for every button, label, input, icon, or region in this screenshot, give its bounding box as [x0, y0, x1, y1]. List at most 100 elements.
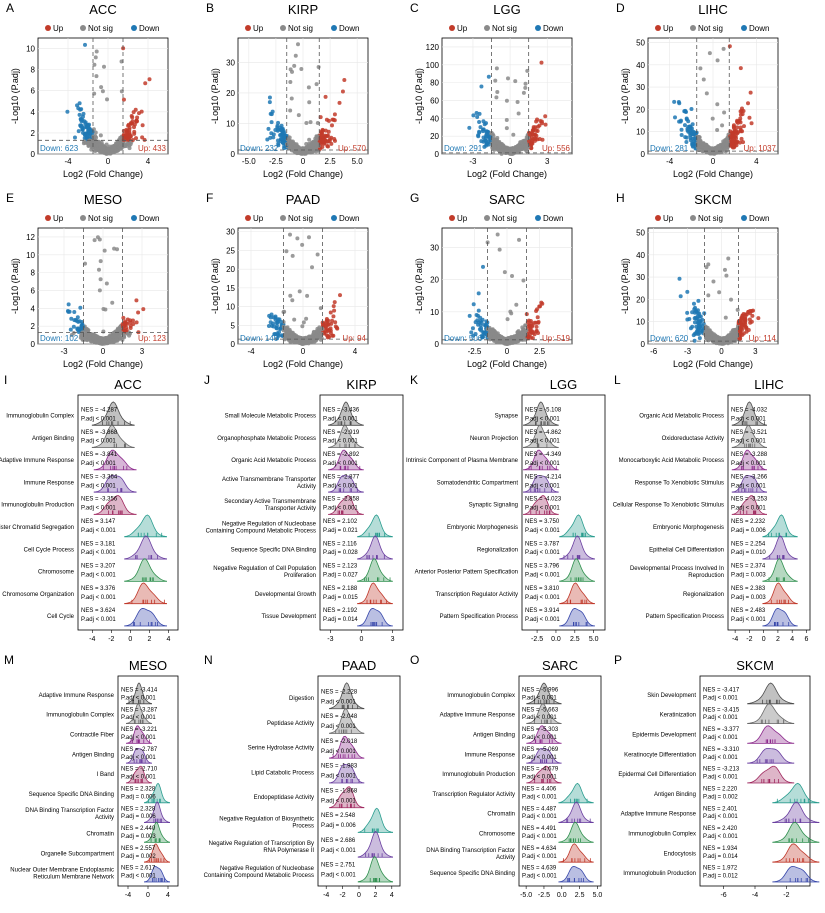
legend-marker	[131, 25, 137, 31]
term-label: Tissue Development	[262, 614, 317, 620]
y-tick-label: 50	[636, 228, 645, 237]
data-point	[480, 129, 485, 134]
data-point	[79, 325, 84, 330]
data-point	[320, 140, 325, 145]
data-point	[707, 51, 712, 56]
data-point	[505, 149, 510, 154]
data-point	[502, 270, 507, 275]
nes-label: NES = 2.116	[323, 541, 357, 547]
legend-marker	[80, 215, 86, 221]
data-point	[749, 121, 754, 126]
data-point	[282, 146, 287, 151]
data-point	[515, 99, 520, 104]
padj-label: P.adj < 0.001	[731, 483, 766, 489]
data-point	[71, 324, 76, 329]
panel-letter: E	[6, 191, 14, 205]
data-point	[332, 300, 337, 305]
nes-label: NES = 2.254	[731, 541, 766, 547]
data-point	[471, 302, 476, 307]
term-label: Chromosome Organization	[2, 592, 74, 598]
padj-label: P.adj < 0.001	[525, 461, 560, 467]
x-tick-label: -4	[64, 157, 72, 166]
term-label: Sister Chromatid Segregation	[0, 525, 74, 531]
data-point	[516, 150, 521, 155]
data-point	[330, 318, 335, 323]
data-point	[496, 147, 501, 152]
padj-label: P.adj = 0.014	[323, 617, 358, 623]
data-point	[78, 305, 83, 310]
data-point	[717, 290, 722, 295]
data-point	[122, 334, 127, 339]
data-point	[84, 326, 89, 331]
data-point	[134, 298, 139, 303]
data-point	[491, 137, 496, 142]
data-point	[79, 107, 84, 112]
down-count-label: Down: 291	[444, 144, 483, 153]
nes-label: NES = 3.750	[525, 519, 560, 525]
data-point	[748, 90, 753, 95]
data-point	[697, 336, 702, 341]
padj-label: P.adj = 0.006	[731, 528, 766, 534]
y-tick-label: 10	[26, 45, 35, 54]
term-label: Developmental Growth	[255, 592, 316, 598]
y-tick-label: 20	[226, 265, 235, 274]
data-point	[690, 142, 695, 147]
data-point	[105, 97, 110, 102]
nes-label: NES = 3.796	[525, 564, 560, 570]
data-point	[315, 120, 320, 125]
nes-label: NES = -3.356	[81, 497, 118, 503]
data-point	[101, 307, 106, 312]
term-label: Synapse	[495, 413, 519, 419]
data-point	[278, 319, 283, 324]
down-count-label: Down: 623	[40, 144, 79, 153]
data-point	[715, 128, 720, 133]
panel-title: LGG	[493, 2, 520, 17]
data-point	[692, 136, 697, 141]
panel-title: SARC	[489, 192, 525, 207]
data-point	[746, 101, 751, 106]
data-point	[715, 102, 720, 107]
data-point	[495, 232, 500, 237]
nes-label: NES = -4.349	[525, 452, 562, 458]
data-point	[536, 330, 541, 335]
term-label: Response To Xenobiotic Stimulus	[635, 480, 724, 486]
down-count-label: Down: 620	[650, 334, 689, 343]
padj-label: P.adj < 0.001	[525, 595, 560, 601]
data-point	[128, 320, 133, 325]
data-point	[486, 74, 491, 79]
data-point	[331, 304, 336, 309]
data-point	[481, 119, 486, 124]
data-point	[706, 293, 711, 298]
panel-letter: G	[410, 191, 419, 205]
term-label: Activity	[297, 484, 316, 490]
padj-label: P.adj < 0.001	[731, 416, 766, 422]
data-point	[131, 321, 136, 326]
plot-frame	[441, 37, 573, 155]
data-point	[267, 95, 272, 100]
padj-label: P.adj < 0.001	[731, 506, 766, 512]
data-point	[104, 281, 109, 286]
panel-letter: M	[4, 653, 14, 667]
padj-label: P.adj < 0.001	[525, 572, 560, 578]
data-point	[329, 141, 334, 146]
x-tick-label: 4	[754, 157, 759, 166]
legend-marker	[741, 25, 747, 31]
data-point	[304, 316, 309, 321]
padj-label: P.adj < 0.001	[731, 617, 766, 623]
panel-letter: D	[616, 1, 625, 15]
data-point	[308, 120, 313, 125]
nes-label: NES = 3.810	[525, 586, 560, 592]
legend-label: Up	[253, 214, 264, 223]
data-point	[328, 310, 333, 315]
x-tick-label: -5.0	[242, 157, 256, 166]
data-point	[130, 115, 135, 120]
data-point	[134, 136, 139, 141]
term-label: Synaptic Signaling	[469, 503, 518, 509]
data-point	[280, 128, 285, 133]
data-point	[733, 130, 738, 135]
data-point	[288, 80, 293, 85]
